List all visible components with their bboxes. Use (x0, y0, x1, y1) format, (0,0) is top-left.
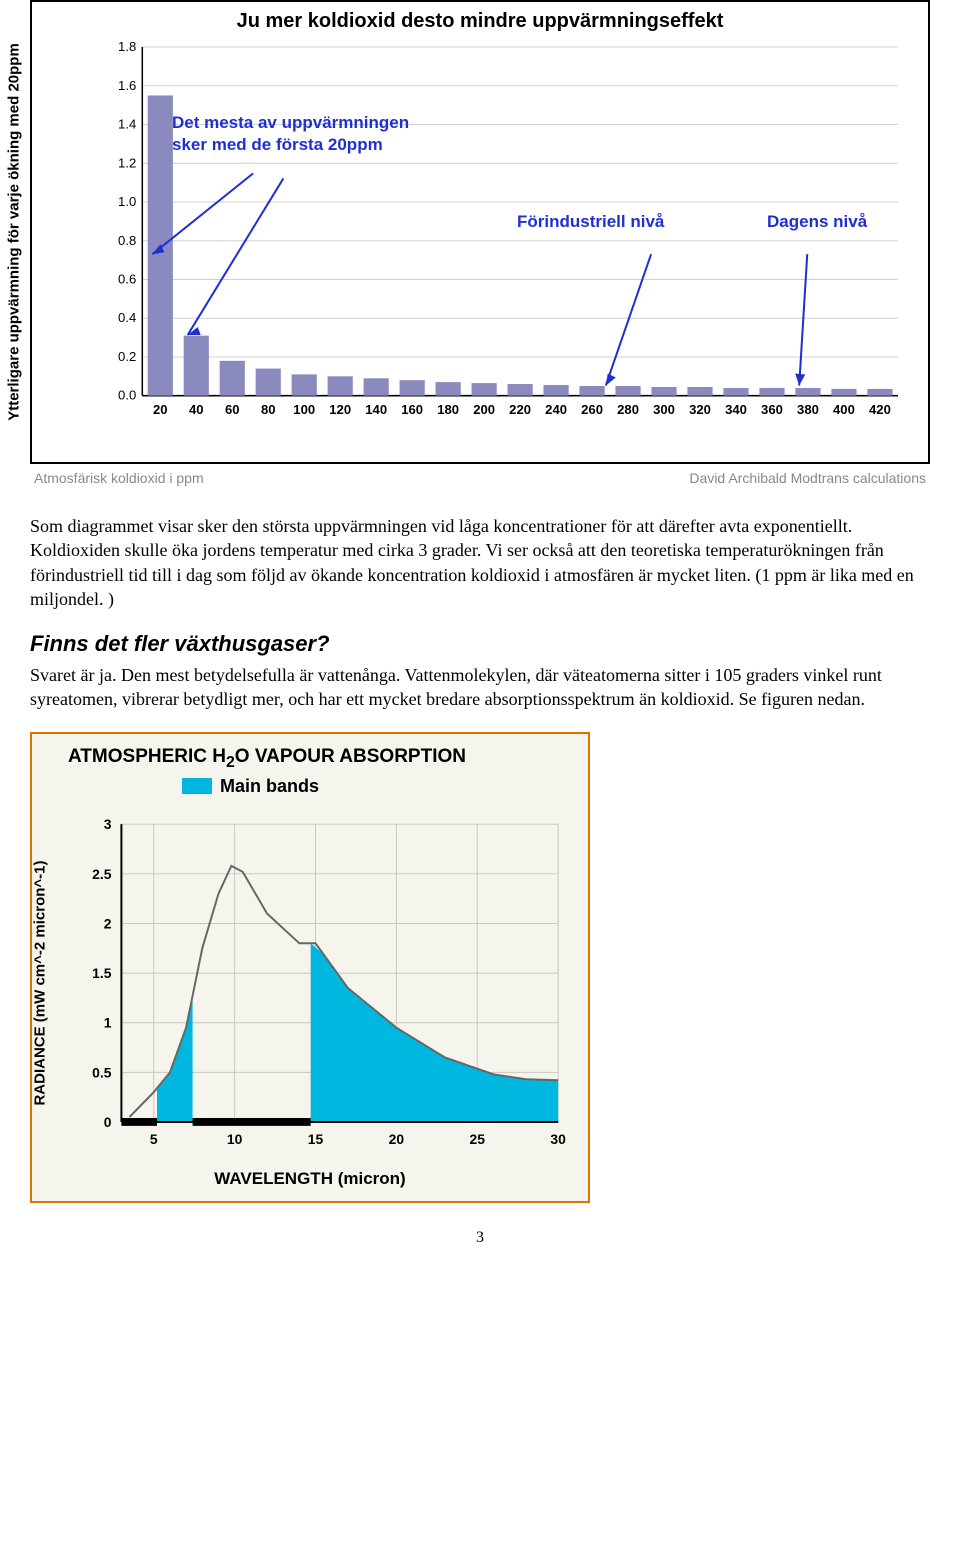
svg-text:20: 20 (389, 1130, 405, 1146)
svg-text:1.2: 1.2 (118, 155, 136, 170)
svg-text:2: 2 (104, 915, 112, 931)
co2-warming-bar-chart: Ytterligare uppvärmning för varje ökning… (30, 0, 930, 464)
chart2-xaxis-label: WAVELENGTH (micron) (42, 1169, 578, 1189)
svg-text:1.4: 1.4 (118, 117, 136, 132)
chart1-annotation-first20ppm: Det mesta av uppvärmningen sker med de f… (172, 112, 409, 156)
svg-text:120: 120 (329, 402, 351, 417)
chart2-title-sub: 2 (226, 754, 235, 771)
chart1-plot-area: 0.0 0.2 0.4 0.6 0.8 1.0 1.2 1.4 1.6 1.8 20 40 60 80 1… (102, 42, 908, 426)
svg-text:0.8: 0.8 (118, 233, 136, 248)
svg-text:15: 15 (308, 1130, 324, 1146)
svg-text:300: 300 (653, 402, 675, 417)
chart2-legend: Main bands (182, 776, 578, 797)
chart1-yaxis-label: Ytterligare uppvärmning för varje ökning… (6, 43, 23, 421)
svg-text:2.5: 2.5 (92, 865, 112, 881)
chart1-annotation-preindustrial: Förindustriell nivå (517, 212, 664, 232)
chart1-caption-row: Atmosfärisk koldioxid i ppm David Archib… (30, 470, 930, 486)
page-number: 3 (30, 1229, 930, 1247)
chart2-yaxis-label: RADIANCE (mW cm^-2 micron^-1) (32, 860, 49, 1105)
svg-text:280: 280 (617, 402, 639, 417)
svg-text:1: 1 (104, 1014, 112, 1030)
svg-text:420: 420 (869, 402, 891, 417)
paragraph-2: Svaret är ja. Den mest betydelsefulla är… (30, 663, 930, 712)
chart1-annotation-today: Dagens nivå (767, 212, 867, 232)
svg-text:30: 30 (550, 1130, 566, 1146)
svg-text:360: 360 (761, 402, 783, 417)
chart2-legend-label: Main bands (220, 776, 319, 797)
chart1-svg: 0.0 0.2 0.4 0.6 0.8 1.0 1.2 1.4 1.6 1.8 20 40 60 80 1… (102, 42, 908, 426)
svg-text:380: 380 (797, 402, 819, 417)
svg-text:200: 200 (473, 402, 495, 417)
svg-text:40: 40 (189, 402, 204, 417)
svg-text:160: 160 (401, 402, 423, 417)
svg-text:0.2: 0.2 (118, 349, 136, 364)
svg-text:0.0: 0.0 (118, 388, 136, 403)
svg-text:0.6: 0.6 (118, 271, 136, 286)
svg-text:80: 80 (261, 402, 276, 417)
svg-text:240: 240 (545, 402, 567, 417)
svg-text:260: 260 (581, 402, 603, 417)
svg-text:0.4: 0.4 (118, 310, 136, 325)
svg-text:180: 180 (437, 402, 459, 417)
chart2-title-prefix: ATMOSPHERIC H (68, 746, 226, 767)
svg-text:5: 5 (150, 1130, 158, 1146)
chart1-anno1-line1: Det mesta av uppvärmningen (172, 113, 409, 132)
chart2-svg: 0 0.5 1 1.5 2 2.5 3 5 10 15 20 25 30 (42, 803, 578, 1163)
svg-text:25: 25 (470, 1130, 486, 1146)
svg-text:220: 220 (509, 402, 531, 417)
svg-text:140: 140 (365, 402, 387, 417)
svg-text:3: 3 (104, 816, 112, 832)
svg-text:320: 320 (689, 402, 711, 417)
chart2-title-suffix: O VAPOUR ABSORPTION (235, 746, 466, 767)
chart2-legend-swatch (182, 778, 212, 794)
chart1-title: Ju mer koldioxid desto mindre uppvärmnin… (32, 2, 928, 33)
svg-text:340: 340 (725, 402, 747, 417)
svg-text:60: 60 (225, 402, 240, 417)
svg-text:20: 20 (153, 402, 168, 417)
chart1-anno1-line2: sker med de första 20ppm (172, 135, 383, 154)
svg-text:10: 10 (227, 1130, 243, 1146)
chart2-title: ATMOSPHERIC H2O VAPOUR ABSORPTION (68, 746, 578, 772)
svg-text:1.6: 1.6 (118, 78, 136, 93)
section-heading-more-greenhouse-gases: Finns det fler växthusgaser? (30, 631, 930, 657)
chart1-caption-left: Atmosfärisk koldioxid i ppm (34, 470, 204, 486)
svg-text:1.0: 1.0 (118, 194, 136, 209)
svg-text:100: 100 (293, 402, 315, 417)
svg-text:1.8: 1.8 (118, 42, 136, 54)
chart1-caption-right: David Archibald Modtrans calculations (689, 470, 926, 486)
h2o-absorption-chart: ATMOSPHERIC H2O VAPOUR ABSORPTION Main b… (30, 732, 590, 1203)
paragraph-1: Som diagrammet visar sker den största up… (30, 514, 930, 611)
svg-text:0: 0 (104, 1114, 112, 1130)
svg-text:1.5: 1.5 (92, 965, 112, 981)
svg-text:0.5: 0.5 (92, 1064, 112, 1080)
chart2-plot-area: RADIANCE (mW cm^-2 micron^-1) 00.511.522… (42, 803, 578, 1163)
svg-text:400: 400 (833, 402, 855, 417)
